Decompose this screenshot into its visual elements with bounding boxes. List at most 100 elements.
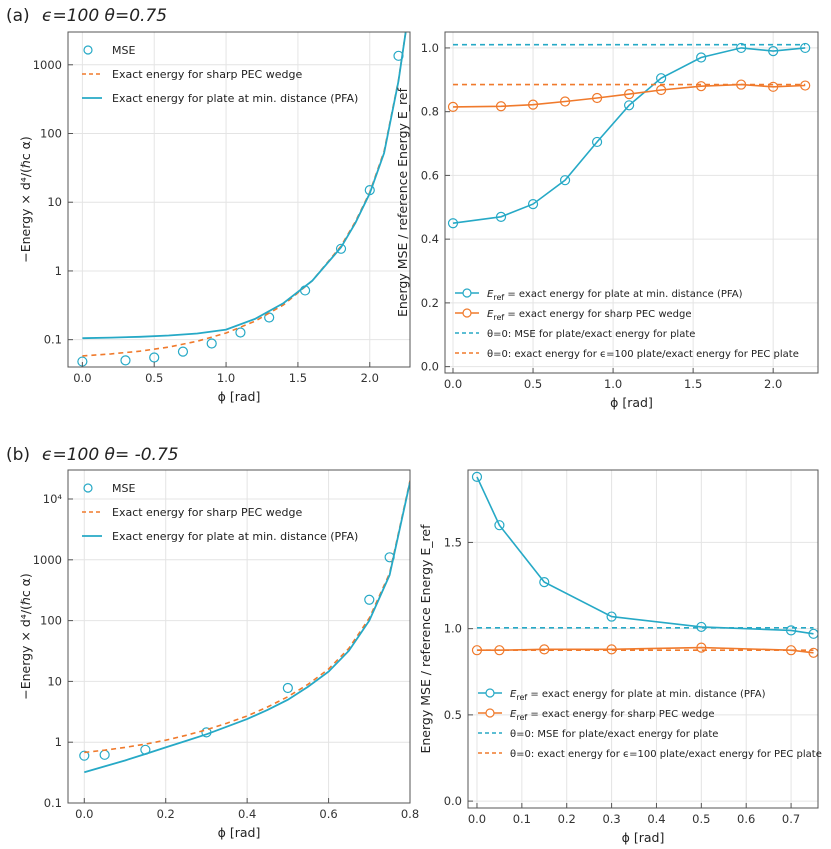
x-tick-label: 1.0 <box>604 377 622 391</box>
data-point <box>235 327 246 338</box>
legend-entry-label: Exact energy for sharp PEC wedge <box>112 506 302 519</box>
y-tick-label: 1.0 <box>444 622 462 636</box>
legend-entry-label: MSE <box>112 482 135 495</box>
x-tick-label: 2.0 <box>361 371 379 385</box>
data-point <box>591 92 603 104</box>
x-tick-label: 1.5 <box>684 377 702 391</box>
data-point <box>99 749 110 760</box>
legend: Eref = exact energy for plate at min. di… <box>455 288 799 360</box>
panel-b-params: ϵ=100 θ= -0.75 <box>42 445 179 465</box>
data-point <box>149 352 160 363</box>
data-point <box>364 594 375 605</box>
data-point <box>591 136 603 148</box>
data-point <box>471 471 483 482</box>
x-tick-label: 0.6 <box>319 807 337 821</box>
y-tick-label: 1.5 <box>444 535 462 549</box>
x-tick-label: 2.0 <box>764 377 782 391</box>
legend-entry-label: Eref = exact energy for sharp PEC wedge <box>510 709 715 722</box>
data-point <box>623 100 635 111</box>
y-tick-label: 100 <box>40 127 62 141</box>
y-tick-label: 10 <box>47 195 62 209</box>
y-tick-label: 0.4 <box>421 232 439 246</box>
legend: MSE Exact energy for sharp PEC wedge Exact… <box>82 44 358 105</box>
x-tick-label: 0.5 <box>692 812 710 826</box>
plot-area <box>471 471 818 658</box>
y-tick-label: 1 <box>55 735 62 749</box>
x-tick-label: 1.5 <box>289 371 307 385</box>
y-tick-label: 0.1 <box>44 333 62 347</box>
x-tick-label: 0.2 <box>157 807 175 821</box>
series-line <box>477 646 814 654</box>
data-point <box>785 625 797 636</box>
legend-entry-label: Exact energy for plate at min. distance … <box>112 530 358 543</box>
data-point <box>736 42 747 54</box>
x-tick-label: 1.0 <box>217 371 235 385</box>
data-point <box>800 80 811 91</box>
data-point <box>335 243 347 254</box>
y-tick-label: 0.5 <box>444 708 462 722</box>
y-axis-label: Energy MSE / reference Energy E_ref <box>395 87 410 317</box>
data-point <box>696 621 707 633</box>
legend-entry-label: θ=0: exact energy for ϵ=100 plate/exact … <box>487 349 799 360</box>
legend-marker <box>485 688 495 698</box>
data-point <box>623 89 635 100</box>
series-line <box>452 83 806 108</box>
charts-layer: 0.0 0.5 1.0 1.5 2.0 0.1 1 10 100 1000 ϕ [rad] −Ener… <box>18 31 822 845</box>
plot-area <box>79 480 410 774</box>
x-tick-label: 0.5 <box>145 371 163 385</box>
legend-entry-label: Eref = exact energy for plate at min. di… <box>510 689 766 702</box>
series-line <box>84 481 410 774</box>
plot-frame <box>67 31 411 368</box>
x-tick-label: 0.3 <box>602 812 620 826</box>
legend-marker <box>83 45 93 55</box>
y-tick-label: 1 <box>55 264 62 278</box>
y-axis-label: Energy MSE / reference Energy E_ref <box>418 524 433 754</box>
series-line <box>476 476 814 635</box>
y-tick-label: 1000 <box>33 58 62 72</box>
y-tick-label: 100 <box>40 614 62 628</box>
series-line <box>452 47 806 224</box>
plot-frame <box>67 469 411 804</box>
x-tick-label: 0.0 <box>75 807 93 821</box>
y-tick-label: 0.6 <box>421 168 439 182</box>
legend: Eref = exact energy for plate at min. di… <box>478 688 822 760</box>
legend-entry-label: Eref = exact energy for plate at min. di… <box>487 289 743 302</box>
data-point <box>495 211 507 222</box>
legend-entry-label: θ=0: MSE for plate/exact energy for plat… <box>510 729 718 740</box>
x-tick-label: 0.7 <box>782 812 800 826</box>
data-point <box>447 101 459 112</box>
y-tick-label: 10⁴ <box>43 492 63 506</box>
data-point <box>800 42 811 54</box>
data-point <box>447 218 459 229</box>
data-point <box>808 647 818 658</box>
legend-marker <box>83 483 93 493</box>
legend-entry-label: Exact energy for sharp PEC wedge <box>112 68 302 81</box>
data-point <box>696 52 707 63</box>
legend-marker <box>485 708 495 718</box>
data-point <box>559 175 571 186</box>
legend-entry-label: θ=0: exact energy for ϵ=100 plate/exact … <box>510 749 822 760</box>
data-point <box>559 96 571 107</box>
data-point <box>120 355 131 366</box>
data-point <box>494 645 505 656</box>
y-tick-label: 0.0 <box>421 360 439 374</box>
data-point <box>495 101 507 112</box>
x-tick-label: 0.5 <box>524 377 542 391</box>
data-point <box>768 46 779 57</box>
x-axis-label: ϕ [rad] <box>610 395 653 410</box>
x-tick-label: 0.6 <box>737 812 755 826</box>
x-tick-label: 0.8 <box>401 807 419 821</box>
data-point <box>177 346 189 357</box>
data-point <box>527 99 539 110</box>
y-axis-label: −Energy × d⁴/(ℏc α) <box>18 136 33 263</box>
y-tick-label: 0.1 <box>44 796 62 810</box>
data-point <box>656 84 667 96</box>
chart-4: 0.0 0.1 0.2 0.3 0.4 0.5 0.6 0.7 0.0 0.5 1.0 1.5 ϕ [r… <box>418 469 822 845</box>
data-point <box>656 73 667 84</box>
x-tick-label: 0.4 <box>647 812 665 826</box>
legend-entry-label: MSE <box>112 44 135 57</box>
y-tick-label: 1000 <box>33 553 62 567</box>
x-tick-label: 0.0 <box>468 812 486 826</box>
data-point <box>606 611 617 622</box>
data-point <box>696 81 707 92</box>
